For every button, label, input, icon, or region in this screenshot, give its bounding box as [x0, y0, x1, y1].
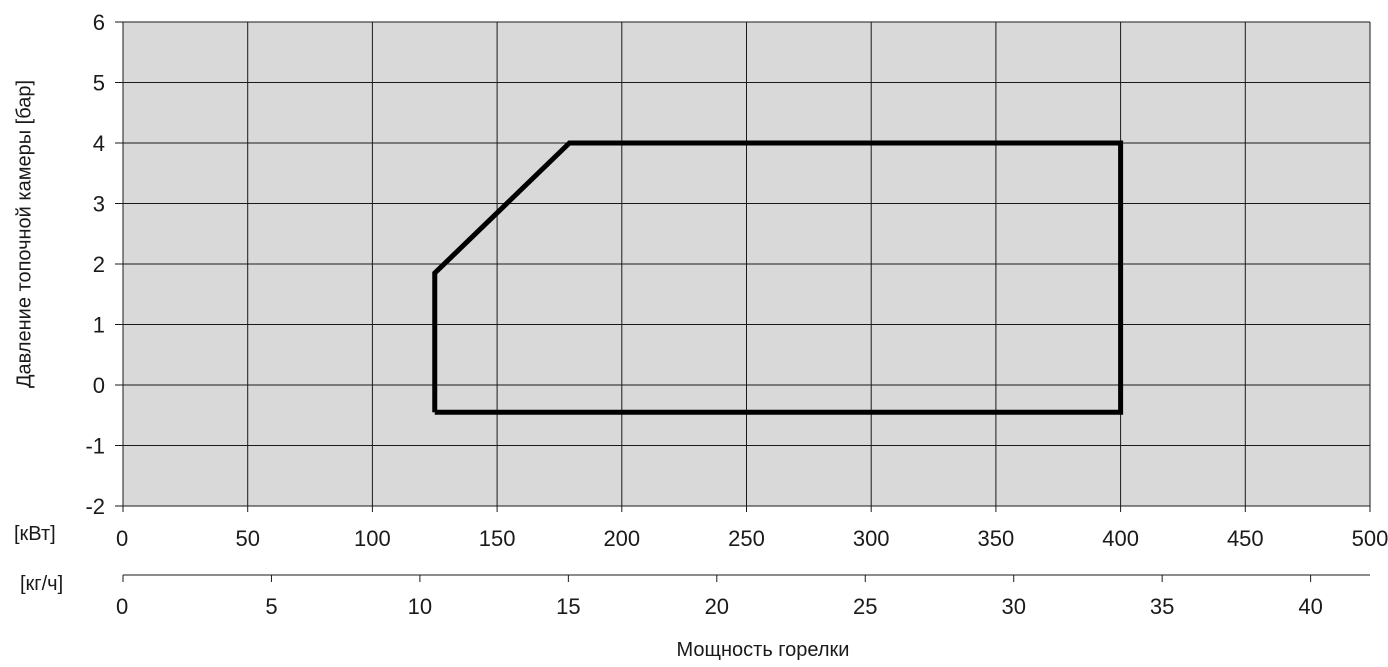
x-kw-tick-label: 500 — [1352, 526, 1388, 551]
y-tick-label: 2 — [93, 252, 105, 277]
x-kgh-tick-label: 10 — [408, 594, 432, 619]
x-kw-tick-label: 50 — [235, 526, 259, 551]
y-tick-label: -2 — [85, 494, 105, 519]
x-kgh-tick-label: 0 — [116, 594, 128, 619]
x-kw-tick-label: 100 — [354, 526, 391, 551]
y-tick-label: 6 — [93, 10, 105, 35]
x-axis-kgh-unit-label: [кг/ч] — [20, 573, 63, 595]
series-layer — [432, 140, 1124, 415]
y-tick-label: 3 — [93, 192, 105, 217]
x-kw-tick-label: 350 — [978, 526, 1015, 551]
y-axis: 6 5 4 3 2 1 0 -1 -2 — [85, 10, 124, 519]
x-kgh-tick-label: 35 — [1150, 594, 1174, 619]
x-kw-tick-label: 200 — [603, 526, 640, 551]
operating-range-outline — [432, 140, 1124, 415]
x-axis-title: Мощность горелки — [677, 639, 850, 661]
x-kgh-tick-label: 25 — [853, 594, 877, 619]
x-kgh-tick-label: 20 — [705, 594, 729, 619]
y-tick-label: 4 — [93, 131, 105, 156]
x-kw-tick-label: 250 — [728, 526, 765, 551]
x-kw-tick-label: 150 — [479, 526, 516, 551]
y-tick-label: 1 — [93, 313, 105, 338]
x-axis-kw: 0 50 100 150 200 250 300 350 400 450 500 — [116, 506, 1388, 551]
x-kgh-tick-label: 30 — [1001, 594, 1025, 619]
x-kgh-tick-label: 40 — [1298, 594, 1322, 619]
y-tick-label: 0 — [93, 373, 105, 398]
x-kw-tick-label: 400 — [1102, 526, 1139, 551]
y-tick-label: 5 — [93, 71, 105, 96]
y-axis-title: Давление топочной камеры [бар] — [13, 80, 35, 388]
x-axis-kw-unit-label: [кВт] — [14, 523, 56, 545]
x-kw-tick-label: 0 — [116, 526, 128, 551]
x-kgh-tick-label: 15 — [556, 594, 580, 619]
x-kw-tick-label: 450 — [1227, 526, 1264, 551]
x-axis-kgh: 0 5 10 15 20 25 30 35 40 — [116, 574, 1370, 619]
y-tick-label: -1 — [85, 434, 105, 459]
x-kgh-tick-label: 5 — [265, 594, 277, 619]
x-kw-tick-label: 300 — [853, 526, 890, 551]
